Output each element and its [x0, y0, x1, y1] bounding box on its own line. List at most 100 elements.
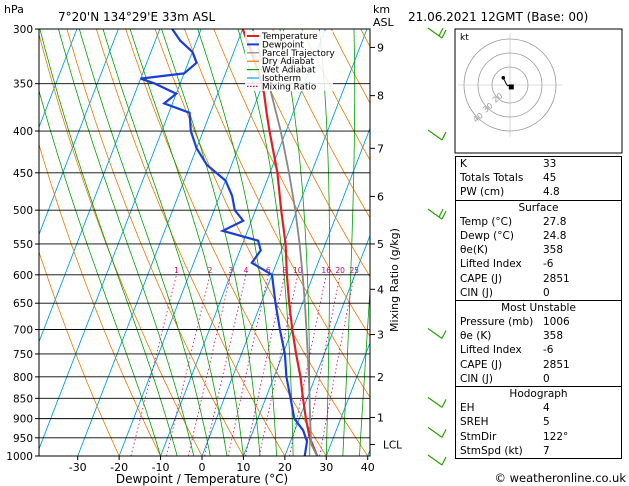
surface-label: CIN (J)	[460, 286, 493, 299]
hodograph-unit: kt	[460, 33, 469, 43]
y-tick-label: 950	[13, 433, 33, 445]
surface-value: 2851	[543, 272, 570, 285]
location-title: 7°20'N 134°29'E 33m ASL	[58, 10, 215, 24]
wind-barb	[427, 454, 447, 466]
surface-label: θe(K)	[460, 244, 488, 257]
isotherm-line	[39, 29, 202, 451]
unstable-label: Lifted Index	[460, 344, 522, 357]
y-tick-label: 350	[13, 79, 33, 91]
hodo-label: SREH	[460, 416, 489, 429]
unstable-label: Pressure (mb)	[460, 316, 534, 329]
wet-adiabat-line	[342, 29, 356, 456]
series-dewpoint	[140, 29, 309, 456]
x-tick-label: 30	[319, 461, 333, 474]
x-tick-label: 10	[236, 461, 250, 474]
surface-value: 24.8	[543, 229, 567, 242]
top-value: 4.8	[543, 186, 560, 199]
unstable-label: θe (K)	[460, 330, 492, 343]
hodograph-frame	[454, 28, 623, 154]
unstable-row: Pressure (mb) 1006	[456, 315, 621, 329]
unstable-label: CIN (J)	[460, 372, 493, 385]
legend-box	[245, 31, 333, 91]
series-parcel-trajectory	[251, 29, 319, 456]
top-value: 33	[543, 158, 557, 170]
unstable-row: θe (K) 358	[456, 329, 621, 343]
y-tick-label: 650	[13, 298, 33, 310]
y-tick-label: 900	[13, 414, 33, 426]
legend-entry: Dry Adiabat	[262, 57, 315, 67]
surface-value: 358	[543, 244, 564, 257]
y-tick-label: 550	[13, 239, 33, 251]
wet-adiabat-line	[102, 29, 228, 456]
y-tick-label: 600	[13, 270, 33, 282]
hodo-label: StmSpd (kt)	[460, 444, 523, 457]
dry-adiabat-line	[301, 29, 370, 161]
hodograph-top-point	[501, 76, 506, 80]
mixing-ratio-line	[188, 274, 232, 456]
top-row: PW (cm) 4.8	[456, 185, 621, 199]
surface-row: Lifted Index -6	[456, 257, 621, 271]
dry-adiabat-line	[95, 29, 286, 456]
mixing-ratio-label: 16	[321, 266, 331, 275]
km-tick-label: 4	[377, 283, 384, 296]
unstable-value: 2851	[543, 358, 570, 371]
wind-barb	[427, 129, 447, 141]
km-tick-label: 7	[377, 142, 384, 155]
surface-row: θe(K) 358	[456, 243, 621, 257]
legend-entry: Temperature	[261, 32, 318, 42]
x-axis-label: Dewpoint / Temperature (°C)	[116, 472, 288, 486]
top-label: Totals Totals	[460, 172, 524, 185]
surface-label: Lifted Index	[460, 258, 522, 271]
surface-label: Dewp (°C)	[460, 229, 514, 242]
hodo-value: 7	[543, 444, 550, 457]
unstable-value: -6	[543, 344, 554, 357]
surface-label: Temp (°C)	[460, 215, 513, 228]
mixing-ratio-label: 1	[174, 266, 179, 275]
km-tick-label: 9	[377, 41, 384, 54]
km-tick-label: 2	[377, 371, 384, 384]
plot-frame	[38, 28, 371, 457]
surface-value: 27.8	[543, 215, 567, 228]
hodo-row: SREH 5	[456, 415, 621, 429]
top-row: Totals Totals 45	[456, 171, 621, 185]
dry-adiabat-line	[125, 29, 327, 456]
mixing-ratio-label: 10	[293, 266, 303, 275]
wind-barb	[427, 208, 447, 220]
km-unit: km	[373, 3, 390, 16]
surface-row: CAPE (J) 2851	[456, 272, 621, 286]
mixing-ratio-axis-label: Mixing Ratio (g/kg)	[388, 228, 401, 332]
x-tick-label: -20	[110, 461, 128, 474]
isotherm-line	[39, 29, 78, 129]
legend-entry: Wet Adiabat	[262, 66, 316, 76]
most-unstable-title: Most Unstable	[501, 301, 576, 314]
y-tick-label: 450	[13, 168, 33, 180]
km-tick-label: 5	[377, 238, 384, 251]
km-tick-label: 3	[377, 329, 384, 342]
legend-entry: Mixing Ratio	[262, 82, 316, 92]
km-tick-label: 6	[377, 190, 384, 203]
surface-row: Dewp (°C) 24.8	[456, 229, 621, 243]
y-tick-label: 400	[13, 126, 33, 138]
surface-value: 0	[543, 286, 550, 299]
top-label: K	[460, 158, 467, 170]
km-tick-label: 8	[377, 90, 384, 103]
mixing-ratio-label: 2	[208, 266, 213, 275]
hodo-row: StmDir 122°	[456, 430, 621, 444]
y-tick-label: 850	[13, 393, 33, 405]
unstable-row: Lifted Index -6	[456, 343, 621, 357]
unstable-row: CIN (J) 0	[456, 372, 621, 386]
isotherm-line	[77, 29, 244, 456]
legend-entry: Isotherm	[262, 74, 301, 84]
top-label: PW (cm)	[460, 186, 505, 199]
isotherm-line	[325, 341, 370, 456]
hodo-value: 5	[543, 416, 550, 429]
hodo-label: EH	[460, 402, 475, 415]
dry-adiabat-line	[272, 29, 370, 219]
run-title: 21.06.2021 12GMT (Base: 00)	[408, 10, 588, 24]
legend-entry: Parcel Trajectory	[262, 49, 335, 59]
surface-box: Surface Temp (°C) 27.8 Dewp (°C) 24.8 θe(K) 3…	[455, 199, 622, 301]
isotherm-line	[243, 127, 370, 456]
wind-barb	[427, 27, 447, 39]
surface-value: -6	[543, 258, 554, 271]
hodo-value: 122°	[543, 430, 569, 443]
